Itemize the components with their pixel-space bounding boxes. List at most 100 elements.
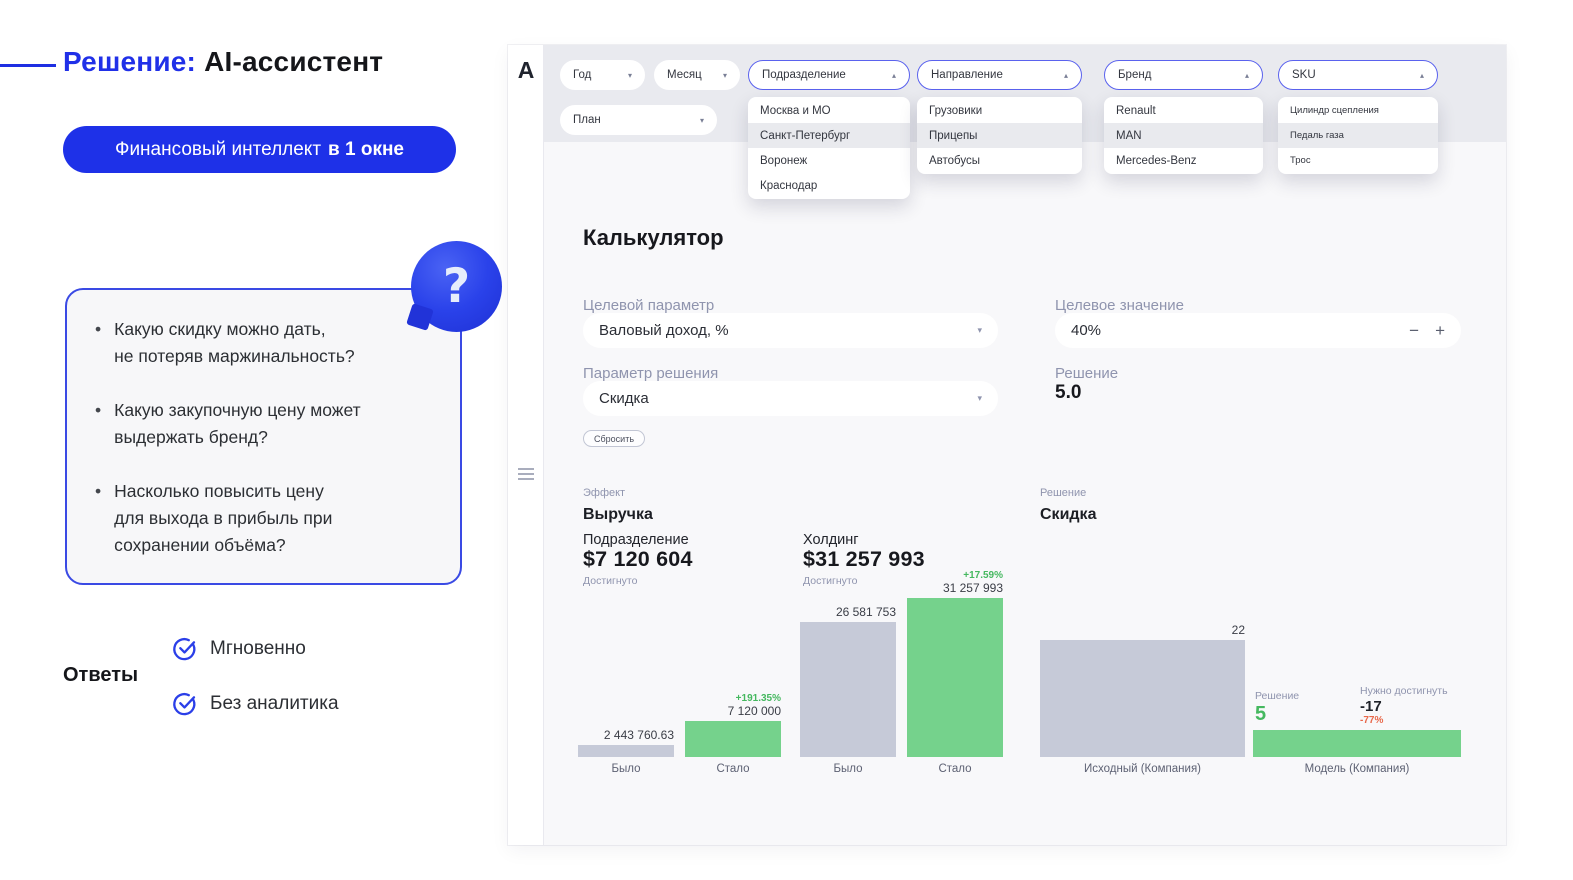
filter-pill-plan[interactable]: План ▾ (560, 105, 717, 135)
bar-value-label: 2 443 760.63 (603, 728, 674, 742)
annotation-delta: -77% (1360, 715, 1384, 726)
chevron-down-icon: ▾ (977, 325, 982, 335)
dropdown-option[interactable]: MAN (1104, 123, 1263, 148)
kpi-value: $31 257 993 (803, 547, 925, 571)
dropdown-option[interactable]: Автобусы (929, 154, 981, 167)
chevron-down-icon: ▾ (699, 115, 704, 125)
hamburger-icon[interactable] (518, 468, 534, 483)
calculator-title: Калькулятор (583, 225, 724, 250)
question-text: Насколько повысить цену для выхода в при… (114, 481, 333, 555)
bullet-icon: • (95, 400, 102, 420)
target-value-text: 40% (1071, 322, 1102, 339)
filter-pill-direction[interactable]: Направление ▴ (917, 60, 1082, 90)
target-value-input[interactable]: 40% − + (1055, 313, 1461, 348)
bullet-icon: • (95, 481, 102, 501)
dropdown-sku: Цилиндр сцепления Педаль газа Трос (1278, 97, 1438, 174)
target-value-label: Целевое значение (1055, 297, 1185, 314)
dropdown-option[interactable]: Москва и МО (760, 104, 831, 117)
kpi-note: Достигнуто (583, 575, 638, 587)
filter-pill-year[interactable]: Год ▾ (560, 60, 645, 90)
increment-button[interactable]: + (1435, 320, 1445, 340)
solution-value-label: Решение (1055, 365, 1119, 382)
dropdown-option[interactable]: Краснодар (760, 179, 818, 192)
filter-pill-division[interactable]: Подразделение ▴ (748, 60, 910, 90)
question-bubble-icon: ? (411, 241, 502, 332)
kpi-label: Холдинг (803, 532, 859, 548)
dropdown-option[interactable]: Педаль газа (1278, 123, 1438, 148)
question-text: Какую скидку можно дать, не потеряв марж… (114, 319, 355, 366)
question-item: • Какую скидку можно дать, не потеряв мар… (95, 316, 442, 370)
question-item: • Какую закупочную цену может выдержать б… (95, 397, 442, 451)
filter-label: SKU (1292, 69, 1316, 81)
bar (1040, 640, 1245, 757)
dashboard: A Год ▾ Месяц ▾ Подразделение ▴ Москва и МО Сан… (508, 45, 1506, 845)
solution-param-label: Параметр решения (583, 365, 719, 382)
bar-value-label: 22 (1231, 623, 1245, 637)
solution-param-select[interactable]: Скидка ▾ (583, 381, 998, 416)
filter-label: Бренд (1118, 69, 1152, 81)
target-param-label: Целевой параметр (583, 297, 715, 314)
filter-pill-month[interactable]: Месяц ▾ (654, 60, 740, 90)
category-label: Было (611, 763, 641, 775)
question-item: • Насколько повысить цену для выхода в пр… (95, 478, 442, 559)
chart-plot: 2 443 760.63 7 120 000 +191.35% 26 581 753 3… (578, 570, 1004, 757)
question-list: • Какую скидку можно дать, не потеряв мар… (95, 316, 442, 559)
bar (800, 622, 896, 757)
decrement-button[interactable]: − (1409, 320, 1420, 340)
check-icon (173, 692, 196, 716)
annotation-value: 5 (1255, 703, 1267, 725)
filter-pill-sku[interactable]: SKU ▴ (1278, 60, 1438, 90)
reset-button[interactable]: Сбросить (583, 430, 646, 447)
kpi-value: $7 120 604 (583, 547, 693, 571)
kpi-note: Достигнуто (803, 575, 858, 587)
target-param-select[interactable]: Валовый доход, % ▾ (583, 313, 998, 348)
solution-param-value: Скидка (599, 390, 649, 407)
answers-label: Ответы (63, 664, 139, 686)
bar (1253, 730, 1461, 757)
answer-text: Мгновенно (210, 637, 306, 659)
intro-badge: Финансовый интеллект в 1 окне (63, 126, 456, 173)
dropdown-option[interactable]: Грузовики (929, 104, 983, 117)
bar-value-label: 26 581 753 (835, 605, 896, 619)
bullet-icon: • (95, 319, 102, 339)
title-accent-line (0, 64, 56, 67)
dropdown-direction: Грузовики Прицепы Автобусы (917, 97, 1082, 174)
bar-delta-label: +17.59% (963, 570, 1003, 581)
app-logo: A (517, 57, 535, 83)
bar-value-label: 31 257 993 (942, 581, 1003, 595)
dropdown-option[interactable]: Прицепы (917, 123, 1082, 148)
kpi-label: Подразделение (583, 532, 689, 548)
dropdown-option[interactable]: Цилиндр сцепления (1290, 105, 1379, 116)
bar-value-label: 7 120 000 (727, 704, 781, 718)
annotation-value: -17 (1360, 698, 1382, 715)
chart-plot: 22 Решение 5 Нужно достигнуть -17 -77% (1040, 595, 1461, 757)
annotation: Нужно достигнуть -17 -77% (1360, 685, 1448, 726)
target-param-value: Валовый доход, % (599, 322, 729, 339)
filter-band: Год ▾ Месяц ▾ Подразделение ▴ Москва и МО Санкт… (544, 45, 1506, 199)
category-label: Стало (938, 763, 972, 775)
filter-pill-brand[interactable]: Бренд ▴ (1104, 60, 1263, 90)
answer-text: Без аналитика (210, 692, 339, 714)
check-icon (173, 637, 196, 661)
dropdown-brand: Renault MAN Mercedes-Benz (1104, 97, 1263, 174)
dropdown-option[interactable]: Renault (1116, 104, 1156, 117)
bar (907, 598, 1003, 757)
dropdown-option[interactable]: Санкт-Петербург (748, 123, 910, 148)
answer-item: Мгновенно (172, 636, 306, 661)
filter-label: Месяц (667, 69, 702, 81)
chevron-up-icon: ▴ (1244, 70, 1249, 80)
category-label: Было (833, 763, 863, 775)
filter-label: План (573, 114, 601, 126)
chart-title: Скидка (1040, 506, 1097, 523)
title-accent: Решение: (63, 46, 197, 77)
question-mark-glyph: ? (442, 259, 471, 314)
dropdown-option[interactable]: Трос (1290, 155, 1311, 166)
dropdown-option[interactable]: Mercedes-Benz (1116, 154, 1197, 167)
badge-text: Финансовый интеллект (115, 138, 322, 160)
solution-value: 5.0 (1055, 382, 1082, 403)
filter-label: Подразделение (762, 69, 846, 81)
bar-delta-label: +191.35% (735, 693, 781, 704)
title-rest: AI-ассистент (204, 46, 384, 77)
dropdown-option[interactable]: Воронеж (760, 154, 808, 167)
bar (578, 745, 674, 757)
